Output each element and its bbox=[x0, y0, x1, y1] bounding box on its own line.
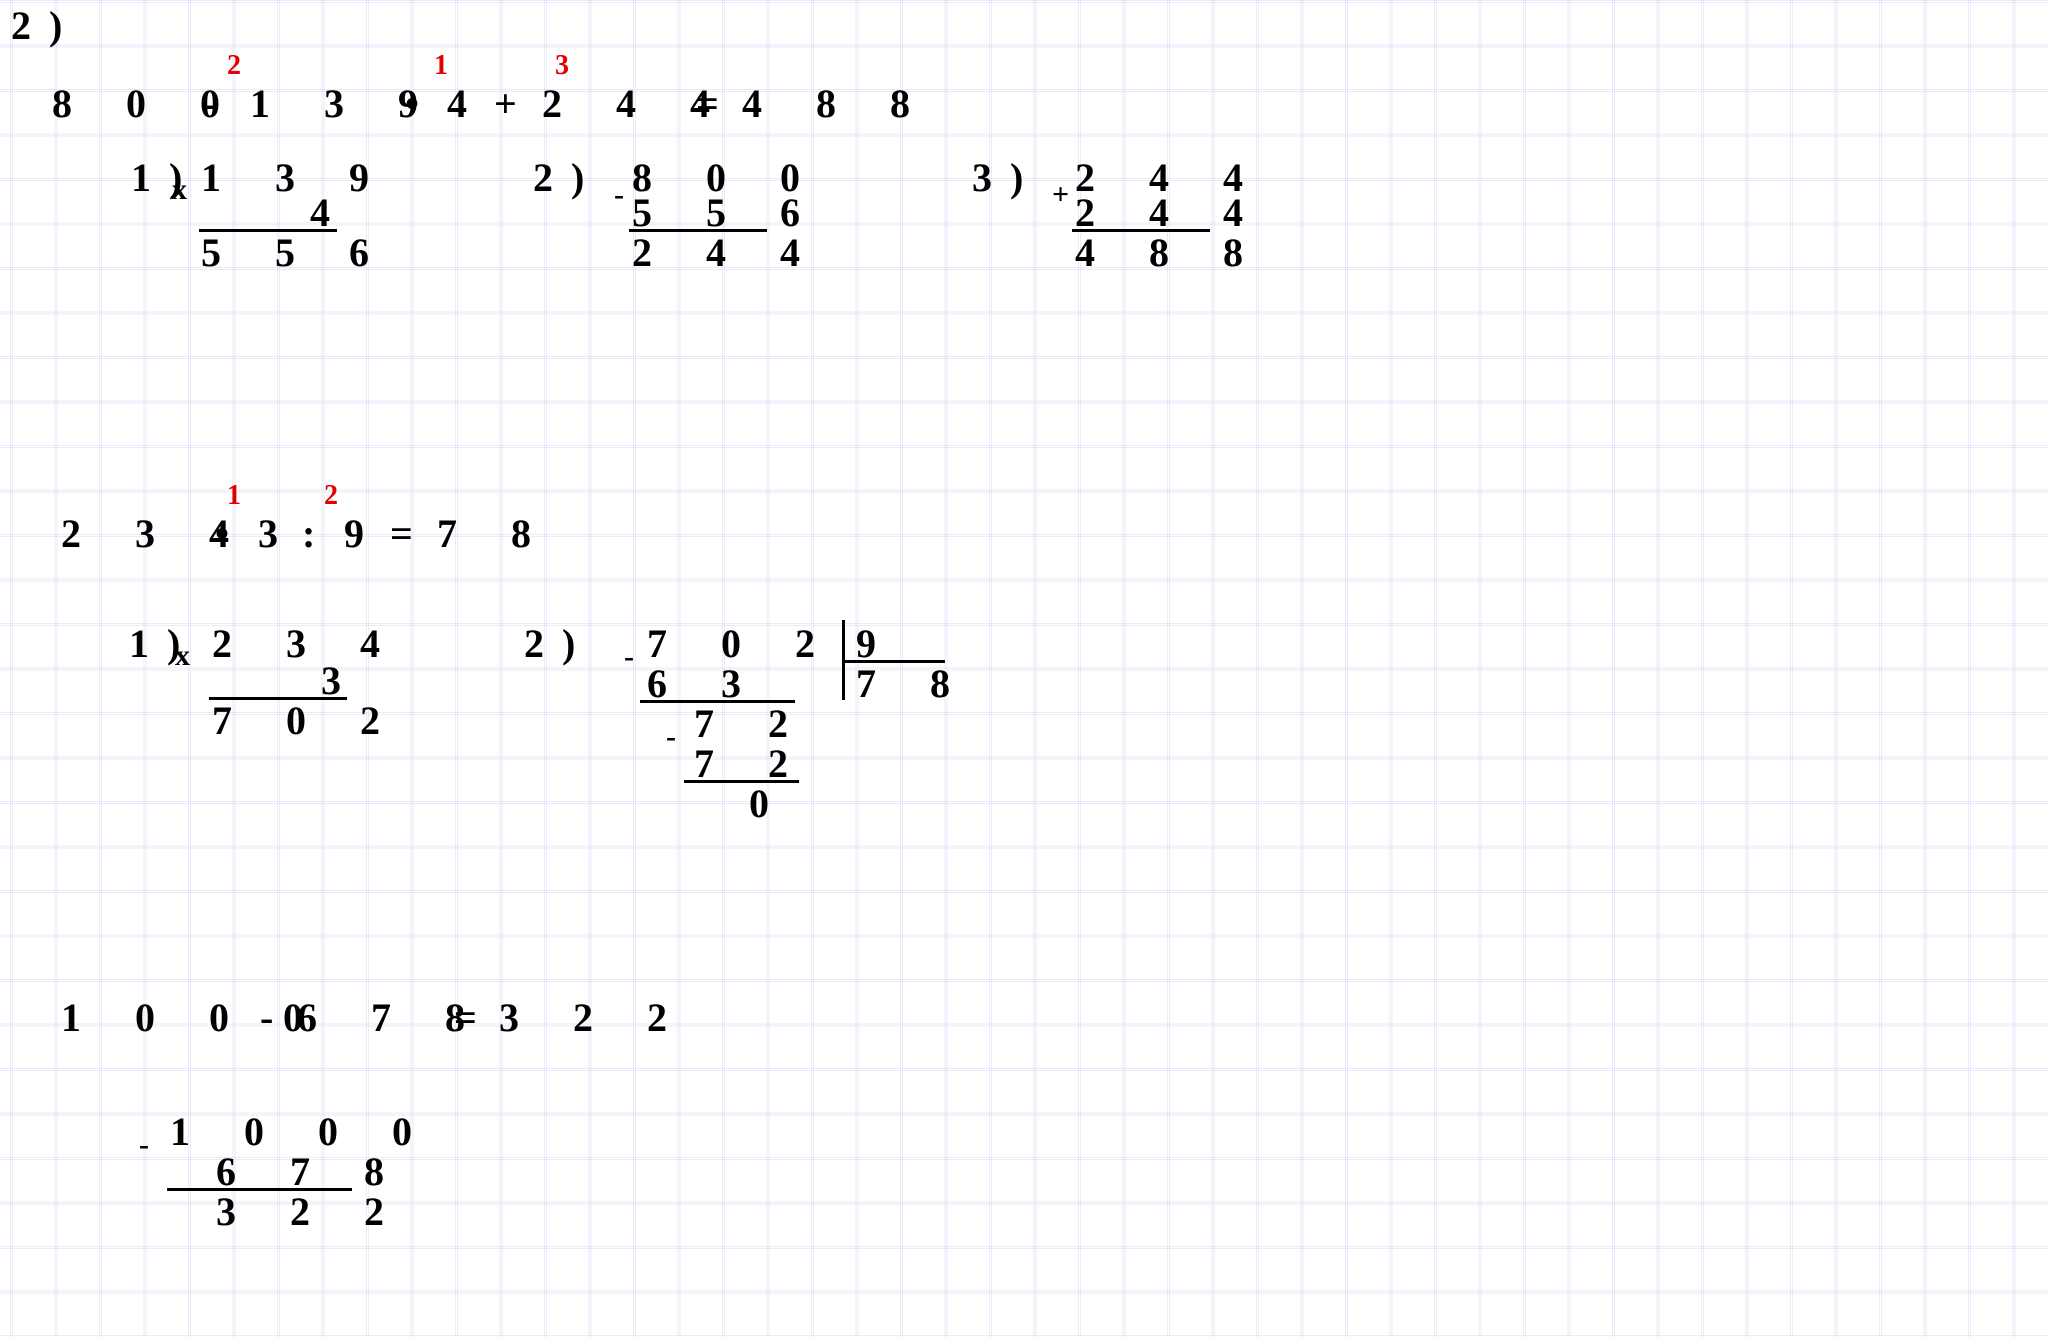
p3-minus: - bbox=[260, 994, 277, 1041]
p2c2-rem: 0 bbox=[749, 780, 773, 827]
p1-dot: • bbox=[405, 80, 423, 127]
p2c2-minus1: - bbox=[624, 640, 634, 674]
p1c1-res: 5 5 6 bbox=[201, 229, 391, 276]
p2c2-label: 2 ) bbox=[524, 620, 579, 667]
p3c-minus: - bbox=[139, 1128, 149, 1162]
p3c-res: 3 2 2 bbox=[216, 1188, 406, 1235]
p2-9: 9 bbox=[344, 510, 368, 557]
p1-plus: + bbox=[494, 80, 521, 127]
p2c1-top: 2 3 4 bbox=[212, 620, 402, 667]
p2-sup1: 1 bbox=[227, 480, 241, 512]
p1-4: 4 bbox=[447, 80, 471, 127]
p3-1000: 1 0 0 0 bbox=[61, 994, 325, 1041]
p1-sup1: 1 bbox=[434, 50, 448, 82]
p1c2-label: 2 ) bbox=[533, 154, 588, 201]
p2c1-res: 7 0 2 bbox=[212, 697, 402, 744]
p2-78: 7 8 bbox=[437, 510, 553, 557]
p2c2-minus2: - bbox=[666, 720, 676, 754]
p2c1-x: x bbox=[175, 639, 190, 673]
p2-3: 3 bbox=[258, 510, 282, 557]
p1c2-minus: - bbox=[614, 178, 624, 212]
p1c1-x: x bbox=[172, 173, 187, 207]
p2-colon: : bbox=[302, 510, 319, 557]
p1-minus: - bbox=[205, 80, 222, 127]
p1-eq: = bbox=[696, 80, 723, 127]
p1c3-res: 4 8 8 bbox=[1075, 229, 1265, 276]
p1c1-top: 1 3 9 bbox=[201, 154, 391, 201]
p1-sup3: 3 bbox=[555, 50, 569, 82]
p2c2-rule2 bbox=[684, 780, 799, 783]
p1c3-plus: + bbox=[1052, 178, 1069, 212]
p3-322: 3 2 2 bbox=[499, 994, 689, 1041]
p2-sup2: 2 bbox=[324, 480, 338, 512]
p1c2-res: 2 4 4 bbox=[632, 229, 822, 276]
p1c3-label: 3 ) bbox=[972, 154, 1027, 201]
p3-eq: = bbox=[454, 994, 481, 1041]
p1-488: 4 8 8 bbox=[742, 80, 932, 127]
p1-sup2: 2 bbox=[227, 50, 241, 82]
p2-eq: = bbox=[390, 510, 417, 557]
p2c2-quot: 7 8 bbox=[856, 660, 972, 707]
p2-dot: • bbox=[215, 510, 233, 557]
section-label: 2 ) bbox=[11, 2, 66, 49]
